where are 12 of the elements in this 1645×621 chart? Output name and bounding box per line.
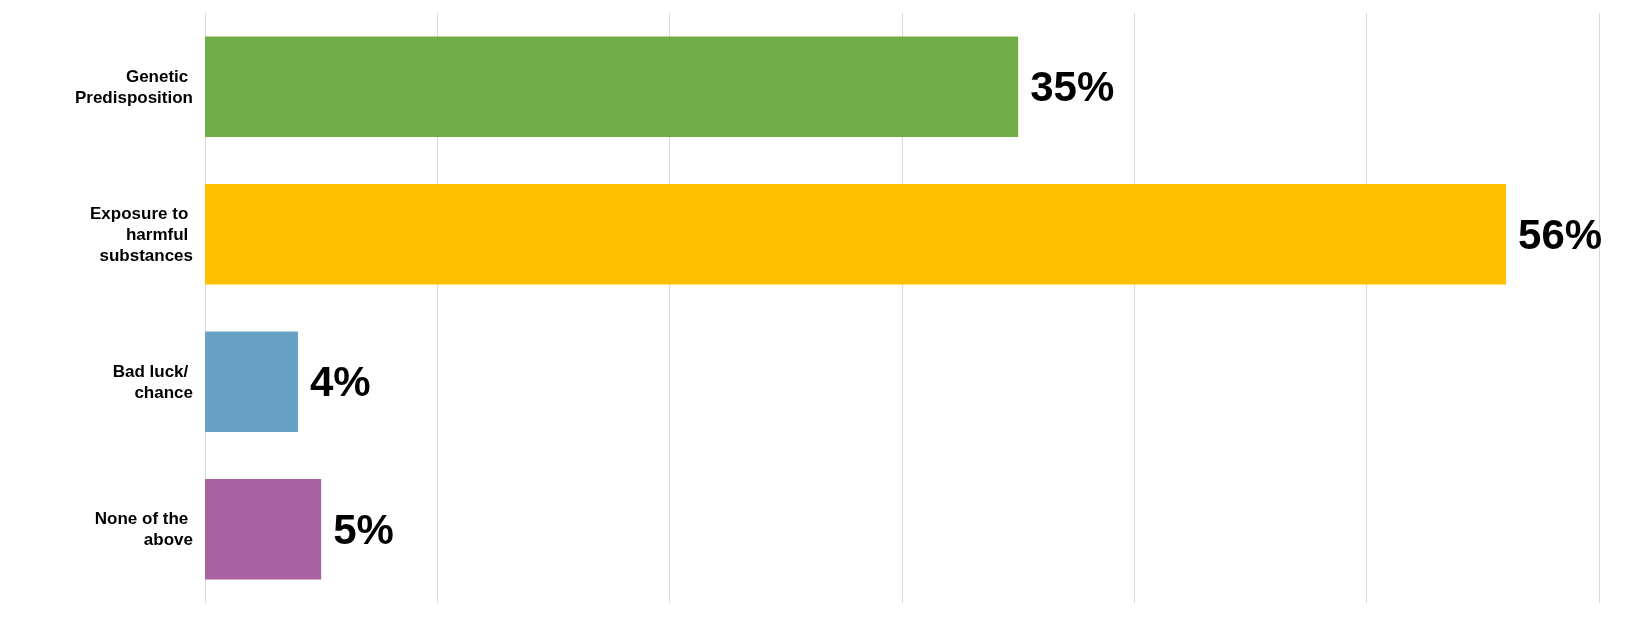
data-label: 35% — [1030, 63, 1115, 111]
data-label: 56% — [1518, 210, 1603, 258]
data-label: 4% — [309, 358, 371, 406]
y-tick-label: Genetic Predisposition — [74, 66, 193, 107]
data-label: 5% — [333, 505, 394, 553]
y-tick-label: Bad luck/ chance — [112, 361, 193, 402]
bar — [205, 331, 298, 432]
bar — [205, 184, 1507, 285]
y-tick-label: None of the above — [94, 509, 193, 550]
y-tick-label: Exposure to harmful substances — [90, 203, 193, 265]
bar — [205, 479, 322, 580]
bar — [205, 36, 1019, 137]
